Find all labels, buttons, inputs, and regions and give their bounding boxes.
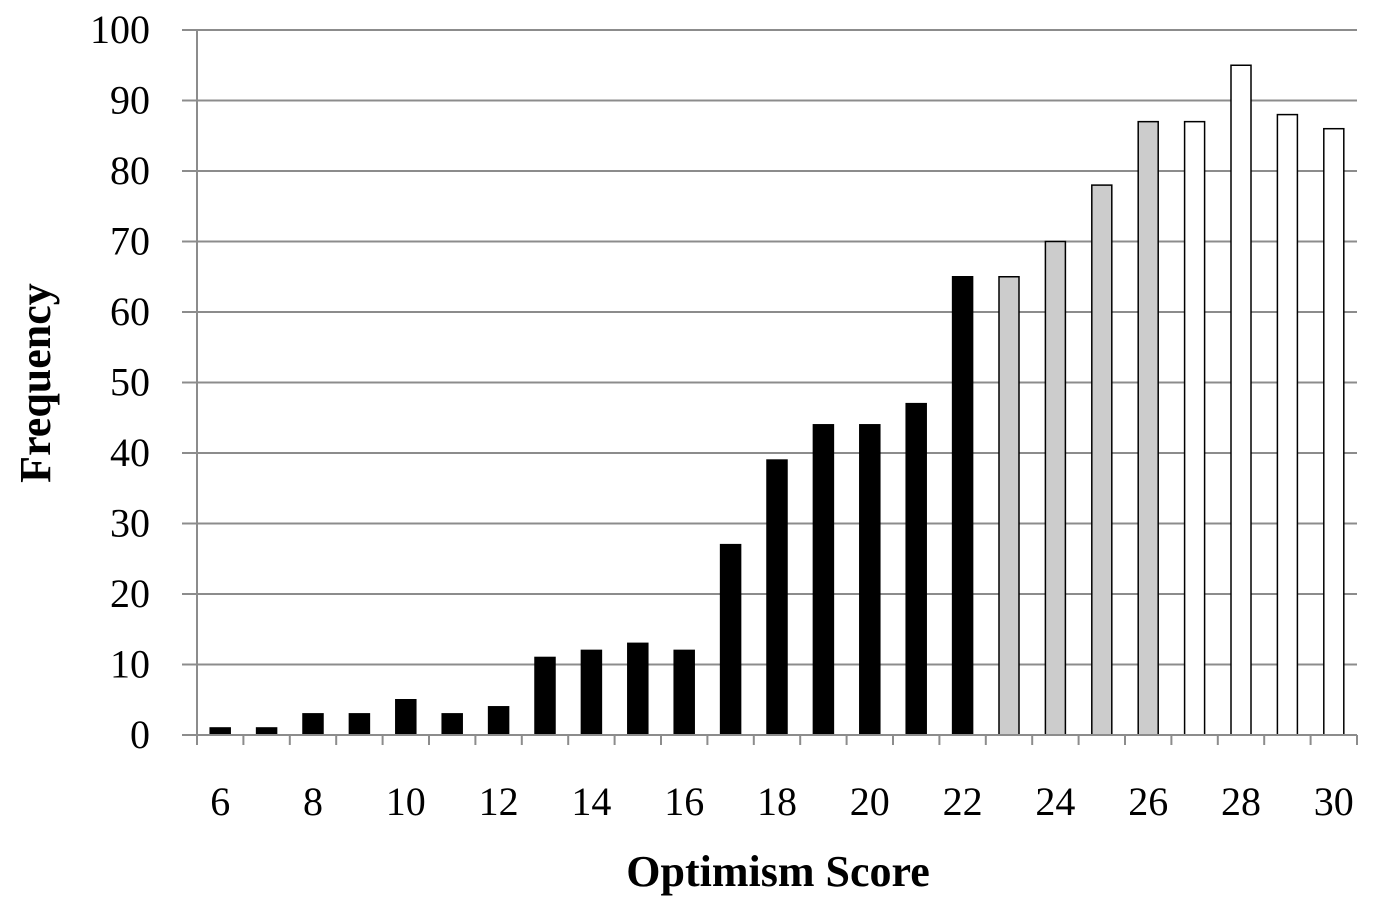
y-tick-label-60: 60: [110, 289, 150, 334]
x-tick-label-30: 30: [1314, 779, 1354, 824]
bar-15: [627, 642, 649, 736]
bar-20: [859, 424, 881, 736]
x-tick-label-12: 12: [479, 779, 519, 824]
bar-13: [534, 656, 556, 736]
x-tick-label-20: 20: [850, 779, 890, 824]
x-tick-label-6: 6: [210, 779, 230, 824]
bar-19: [812, 424, 835, 736]
y-tick-label-90: 90: [110, 78, 150, 123]
x-axis-title: Optimism Score: [626, 847, 930, 896]
x-tick-label-8: 8: [303, 779, 323, 824]
x-tick-label-26: 26: [1128, 779, 1168, 824]
x-tick-label-16: 16: [664, 779, 704, 824]
y-tick-label-20: 20: [110, 571, 150, 616]
y-tick-label-100: 100: [90, 7, 150, 52]
tick-labels: 0 10 20 30 40 50 60 70 80 90 100 6 8 10 12 14 16 18 20 22 24…: [90, 7, 1354, 824]
y-axis-title: Frequency: [11, 283, 60, 483]
y-tick-label-30: 30: [110, 501, 150, 546]
bar-7: [255, 727, 278, 736]
bar-11: [441, 713, 463, 736]
y-tick-label-40: 40: [110, 430, 150, 475]
bar-29: [1276, 113, 1299, 736]
x-tick-label-28: 28: [1221, 779, 1261, 824]
bar-30: [1323, 127, 1345, 736]
bar-21: [905, 402, 927, 736]
bars: [209, 64, 1345, 736]
y-tick-label-70: 70: [110, 219, 150, 264]
bar-8: [302, 713, 324, 736]
x-tick-label-22: 22: [943, 779, 983, 824]
bar-25: [1091, 184, 1113, 736]
bar-22: [951, 276, 974, 736]
bar-24: [1044, 240, 1067, 736]
bar-27: [1183, 120, 1206, 736]
bar-26: [1137, 120, 1159, 736]
x-tick-label-10: 10: [386, 779, 426, 824]
x-tick-label-18: 18: [757, 779, 797, 824]
x-tick-label-14: 14: [571, 779, 611, 824]
x-tick-label-24: 24: [1035, 779, 1075, 824]
bar-12: [487, 706, 510, 736]
bar-14: [580, 649, 603, 736]
bar-17: [719, 543, 742, 736]
axes: [182, 30, 1358, 745]
bar-18: [766, 459, 788, 736]
bar-10: [395, 699, 417, 736]
bar-23: [998, 276, 1020, 736]
y-tick-label-0: 0: [130, 712, 150, 757]
y-tick-label-80: 80: [110, 148, 150, 193]
bar-9: [348, 713, 371, 736]
y-tick-label-50: 50: [110, 360, 150, 405]
gridlines: [182, 29, 1357, 666]
y-tick-label-10: 10: [110, 642, 150, 687]
bar-6: [209, 727, 231, 736]
bar-16: [673, 649, 695, 736]
bar-28: [1230, 64, 1252, 736]
